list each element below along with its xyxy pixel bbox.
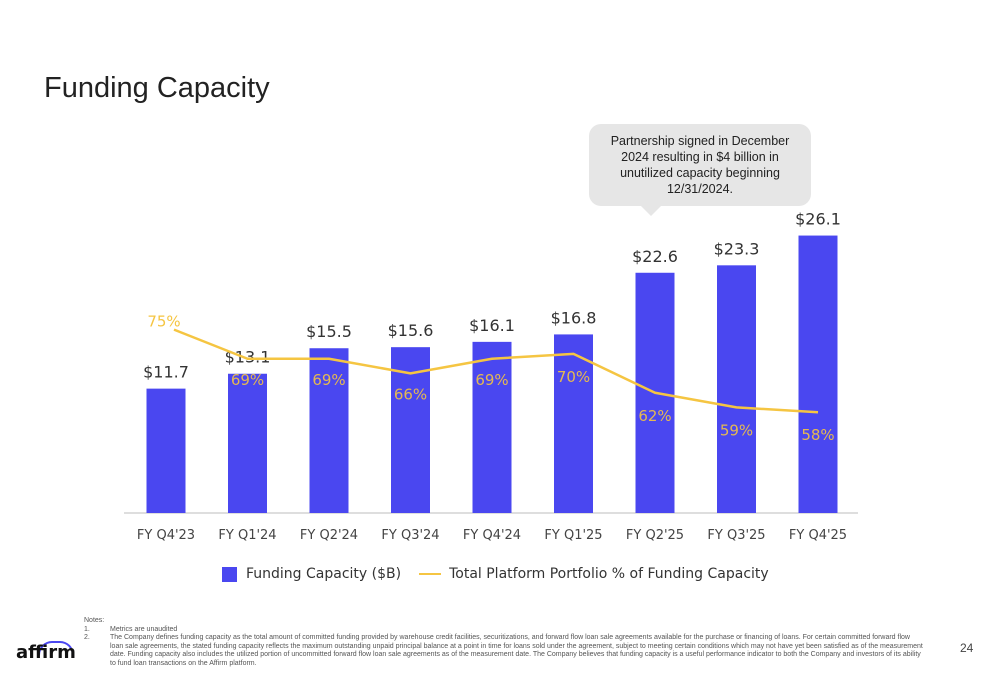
- x-tick-label: FY Q4'25: [789, 528, 847, 543]
- line-value-label: 59%: [720, 421, 753, 439]
- x-tick-label: FY Q1'25: [544, 528, 602, 543]
- line-value-label: 66%: [394, 385, 427, 403]
- x-tick-label: FY Q2'24: [300, 528, 358, 543]
- bar-value-label: $16.1: [469, 316, 515, 335]
- line-value-label: 69%: [312, 371, 345, 389]
- x-tick-label: FY Q4'24: [463, 528, 521, 543]
- legend-line-swatch: [419, 573, 442, 575]
- line-series: [173, 328, 819, 414]
- bar: [309, 348, 349, 513]
- x-tick-label: FY Q3'24: [381, 528, 439, 543]
- legend-bar-swatch: [222, 566, 237, 582]
- bar: [391, 347, 430, 513]
- bar-value-label: $15.6: [388, 321, 434, 340]
- page-number: 24: [960, 641, 974, 655]
- line-value-label: 75%: [147, 313, 180, 331]
- line-value-label: 58%: [801, 426, 834, 444]
- note-number: 1.: [84, 625, 90, 633]
- bar: [554, 334, 593, 513]
- footnotes: Notes: 1. Metrics are unaudited 2. The C…: [84, 617, 924, 669]
- note-text: The Company defines funding capacity as …: [110, 634, 923, 667]
- bar-value-label: $23.3: [714, 239, 760, 258]
- chart-legend: Funding Capacity ($B) Total Platform Por…: [222, 566, 769, 582]
- note-item: 2. The Company defines funding capacity …: [84, 634, 924, 668]
- bar: [228, 373, 267, 513]
- x-tick-label: FY Q3'25: [707, 528, 765, 543]
- bar: [798, 235, 838, 513]
- bar-value-label: $22.6: [632, 247, 678, 266]
- bar-value-label: $11.7: [143, 363, 189, 382]
- bar-value-label: $15.5: [306, 322, 352, 341]
- page-title: Funding Capacity: [44, 72, 270, 104]
- line-value-label: 69%: [231, 371, 264, 389]
- affirm-logo: affirm: [16, 642, 76, 663]
- bar-value-label: $26.1: [795, 210, 841, 229]
- bar: [472, 341, 512, 513]
- bar-value-label: $13.1: [225, 348, 271, 367]
- line-value-label: 70%: [557, 368, 590, 386]
- legend-line-label: Total Platform Portfolio % of Funding Ca…: [449, 566, 769, 582]
- bar-value-label: $16.8: [551, 308, 597, 327]
- callout-pointer: [640, 205, 662, 216]
- note-item: 1. Metrics are unaudited: [84, 626, 924, 635]
- note-text: Metrics are unaudited: [110, 625, 178, 633]
- note-number: 2.: [84, 634, 90, 642]
- bar: [146, 388, 186, 513]
- x-tick-label: FY Q2'25: [626, 528, 684, 543]
- bar: [717, 265, 756, 513]
- line-value-label: 62%: [638, 407, 671, 425]
- line-value-label: 69%: [475, 371, 508, 389]
- legend-bar-label: Funding Capacity ($B): [246, 566, 402, 582]
- notes-header: Notes:: [84, 617, 105, 624]
- x-tick-label: FY Q1'24: [218, 528, 276, 543]
- partnership-callout: Partnership signed in December 2024 resu…: [589, 124, 811, 206]
- x-tick-label: FY Q4'23: [137, 528, 195, 543]
